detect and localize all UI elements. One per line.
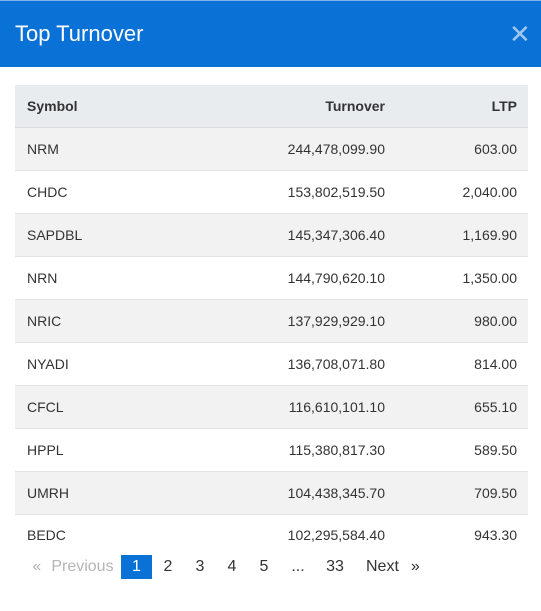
cell-ltp: 655.10 [385, 385, 528, 429]
table-header-row: Symbol Turnover LTP [15, 85, 528, 128]
table-row: NRN 144,790,620.10 1,350.00 [15, 256, 528, 300]
cell-symbol[interactable]: HPPL [15, 428, 177, 472]
table-row: NYADI 136,708,071.80 814.00 [15, 342, 528, 386]
modal-header: Top Turnover ✕ [0, 0, 541, 67]
cell-turnover: 144,790,620.10 [177, 256, 385, 300]
cell-symbol[interactable]: BEDC [15, 514, 177, 555]
cell-ltp: 589.50 [385, 428, 528, 472]
next-page-button[interactable]: Next » [366, 555, 420, 579]
cell-symbol[interactable]: SAPDBL [15, 213, 177, 257]
close-icon[interactable]: ✕ [509, 19, 531, 49]
column-header-turnover[interactable]: Turnover [177, 85, 385, 128]
previous-arrow-icon: « [32, 558, 42, 575]
cell-ltp: 2,040.00 [385, 170, 528, 214]
table-row: CFCL 116,610,101.10 655.10 [15, 385, 528, 429]
cell-turnover: 104,438,345.70 [177, 471, 385, 515]
cell-ltp: 814.00 [385, 342, 528, 386]
cell-ltp: 603.00 [385, 127, 528, 171]
previous-label: Previous [51, 558, 114, 575]
table-row: SAPDBL 145,347,306.40 1,169.90 [15, 213, 528, 257]
table-body: NRM 244,478,099.90 603.00 CHDC 153,802,5… [15, 127, 528, 555]
table-header: Symbol Turnover LTP [15, 85, 528, 128]
page-button-4[interactable]: 4 [227, 558, 237, 575]
table-row: NRIC 137,929,929.10 980.00 [15, 299, 528, 343]
cell-symbol[interactable]: CHDC [15, 170, 177, 214]
cell-turnover: 116,610,101.10 [177, 385, 385, 429]
table-row: UMRH 104,438,345.70 709.50 [15, 471, 528, 515]
cell-turnover: 102,295,584.40 [177, 514, 385, 555]
cell-turnover: 115,380,817.30 [177, 428, 385, 472]
previous-page-button[interactable]: « Previous [15, 555, 121, 579]
turnover-table: Symbol Turnover LTP NRM 244,478,099.90 6… [15, 85, 528, 555]
cell-turnover: 244,478,099.90 [177, 127, 385, 171]
cell-ltp: 1,350.00 [385, 256, 528, 300]
page-button-33[interactable]: 33 [326, 558, 344, 575]
column-header-ltp[interactable]: LTP [385, 85, 528, 128]
table-row: NRM 244,478,099.90 603.00 [15, 127, 528, 171]
modal-title: Top Turnover [15, 21, 144, 46]
cell-turnover: 137,929,929.10 [177, 299, 385, 343]
cell-symbol[interactable]: CFCL [15, 385, 177, 429]
page-button-2[interactable]: 2 [163, 558, 173, 575]
page-button-5[interactable]: 5 [259, 558, 269, 575]
cell-ltp: 943.30 [385, 514, 528, 555]
next-arrow-icon: » [410, 558, 420, 575]
pagination: « Previous 1 2 3 4 5 ... 33 Next » [15, 555, 420, 579]
page-button-1[interactable]: 1 [121, 555, 152, 579]
cell-symbol[interactable]: NYADI [15, 342, 177, 386]
cell-ltp: 709.50 [385, 471, 528, 515]
cell-symbol[interactable]: NRM [15, 127, 177, 171]
table-row: CHDC 153,802,519.50 2,040.00 [15, 170, 528, 214]
page-button-3[interactable]: 3 [195, 558, 205, 575]
table-row: HPPL 115,380,817.30 589.50 [15, 428, 528, 472]
turnover-table-container: Symbol Turnover LTP NRM 244,478,099.90 6… [15, 85, 528, 555]
cell-turnover: 145,347,306.40 [177, 213, 385, 257]
cell-turnover: 136,708,071.80 [177, 342, 385, 386]
cell-ltp: 980.00 [385, 299, 528, 343]
cell-symbol[interactable]: NRN [15, 256, 177, 300]
column-header-symbol[interactable]: Symbol [15, 85, 177, 128]
cell-turnover: 153,802,519.50 [177, 170, 385, 214]
cell-symbol[interactable]: UMRH [15, 471, 177, 515]
cell-ltp: 1,169.90 [385, 213, 528, 257]
cell-symbol[interactable]: NRIC [15, 299, 177, 343]
next-label: Next [366, 558, 399, 575]
table-row: BEDC 102,295,584.40 943.30 [15, 514, 528, 555]
pagination-ellipsis: ... [291, 558, 305, 575]
